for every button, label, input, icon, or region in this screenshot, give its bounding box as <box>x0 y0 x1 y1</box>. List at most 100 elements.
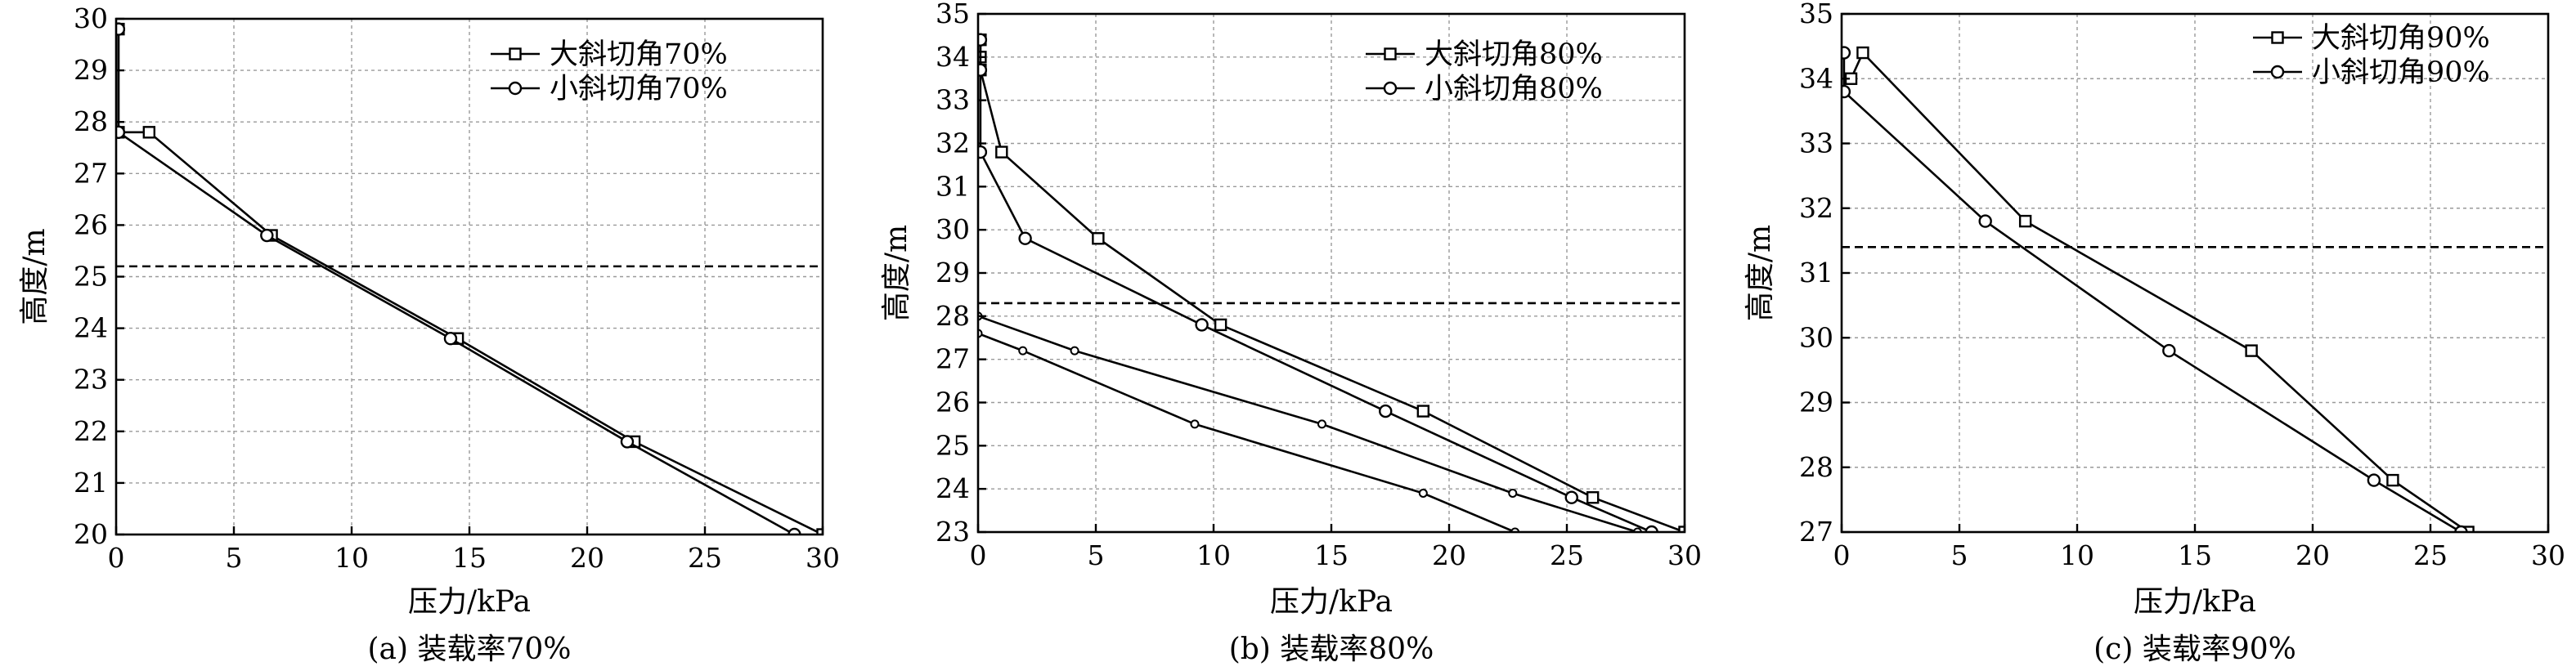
data-point-circle <box>978 33 988 47</box>
chart-panel-3: 0 5 10 15 20 25 30 27 28 29 30 31 32 33 34 35 压力/kPa 高度/m… <box>1744 0 2565 666</box>
data-point-dot <box>1418 488 1428 498</box>
data-point-square <box>1678 526 1685 532</box>
series-group <box>1842 46 2475 532</box>
y-tick-label: 28 <box>936 300 970 332</box>
y-tick-label: 23 <box>936 516 970 548</box>
data-point-circle <box>1564 490 1578 504</box>
data-point-circle <box>116 125 126 140</box>
y-tick-label: 27 <box>936 343 970 375</box>
data-point-square <box>1586 491 1600 504</box>
y-tick-label: 27 <box>1799 516 1833 548</box>
data-point-circle <box>978 63 988 77</box>
x-tick-label: 5 <box>226 542 243 574</box>
series-line-2 <box>1842 52 2462 532</box>
series-group <box>116 22 823 535</box>
x-tick-label: 25 <box>1550 539 1584 571</box>
data-point-circle <box>260 228 274 243</box>
y-axis-label: 高度/m <box>1744 225 1777 321</box>
data-point-dot <box>1317 419 1326 429</box>
x-axis-label: 压力/kPa <box>1270 585 1393 619</box>
x-tick-label: 15 <box>1314 539 1349 571</box>
legend-label: 小斜切角70% <box>550 73 728 105</box>
x-tick-label: 15 <box>2178 539 2212 571</box>
y-tick-label: 29 <box>936 257 970 289</box>
data-point-square <box>142 126 156 139</box>
data-point-dot <box>1190 419 1200 429</box>
data-point-circle <box>1195 318 1209 332</box>
y-tick-label: 32 <box>1799 192 1833 224</box>
panel-caption: (b) 装载率80% <box>1229 633 1434 666</box>
grid <box>978 14 1685 532</box>
y-tick-label: 27 <box>74 157 108 189</box>
axis-ticks: 0 5 10 15 20 25 30 23 24 25 26 27 28 29 30 31 32 33 34 35 <box>936 0 1702 571</box>
data-point-circle <box>1018 231 1032 245</box>
data-point-circle <box>2162 343 2176 358</box>
data-point-circle <box>620 435 635 449</box>
y-tick-label: 24 <box>74 312 108 344</box>
x-tick-label: 30 <box>1667 539 1702 571</box>
y-axis-label: 高度/m <box>880 225 913 321</box>
data-point-square <box>2462 526 2475 532</box>
data-point-circle <box>1978 214 1992 228</box>
y-axis-label: 高度/m <box>18 228 52 324</box>
data-point-dot <box>1070 346 1079 356</box>
y-tick-label: 21 <box>74 467 108 499</box>
data-point-square <box>816 528 823 535</box>
data-point-square <box>2245 344 2258 357</box>
x-tick-label: 15 <box>452 542 487 574</box>
legend-marker-square <box>509 47 522 60</box>
y-tick-label: 33 <box>1799 127 1833 159</box>
x-tick-label: 20 <box>1432 539 1466 571</box>
y-tick-label: 35 <box>1799 0 1833 29</box>
x-tick-label: 10 <box>1196 539 1231 571</box>
data-point-circle <box>1842 46 1851 60</box>
y-tick-label: 24 <box>936 472 970 504</box>
data-point-circle <box>116 22 126 36</box>
data-point-dot <box>1018 346 1028 356</box>
x-tick-label: 10 <box>2060 539 2094 571</box>
y-tick-label: 28 <box>1799 451 1833 483</box>
x-tick-label: 10 <box>334 542 369 574</box>
data-point-square <box>2018 214 2032 228</box>
x-tick-label: 25 <box>2413 539 2448 571</box>
y-tick-label: 29 <box>74 54 108 86</box>
y-tick-label: 26 <box>74 208 108 240</box>
grid <box>116 19 823 535</box>
y-tick-label: 23 <box>74 364 108 396</box>
data-point-square <box>1214 318 1227 332</box>
data-point-circle <box>1842 84 1851 99</box>
legend: 大斜切角70%小斜切角70% <box>491 38 728 105</box>
y-tick-label: 25 <box>936 429 970 461</box>
chart-panel-1: 0 5 10 15 20 25 30 20 21 22 23 24 25 26 27 28 29 30 压力/kPa… <box>18 2 840 666</box>
legend-marker-circle <box>508 81 523 96</box>
legend-label: 大斜切角80% <box>1425 38 1603 71</box>
data-point-circle <box>2367 473 2381 487</box>
axis-ticks: 0 5 10 15 20 25 30 27 28 29 30 31 32 33 34 35 <box>1799 0 2565 571</box>
y-tick-label: 20 <box>74 518 108 550</box>
series-line-2 <box>979 39 1653 532</box>
legend-marker-circle <box>2270 65 2285 79</box>
y-tick-label: 30 <box>1799 321 1833 353</box>
data-point-square <box>1416 405 1430 418</box>
y-tick-label: 30 <box>74 2 108 34</box>
data-point-square <box>1092 232 1105 245</box>
x-tick-label: 30 <box>806 542 840 574</box>
legend: 大斜切角80%小斜切角80% <box>1366 38 1603 105</box>
x-tick-label: 0 <box>970 539 987 571</box>
data-point-square <box>995 145 1008 159</box>
y-tick-label: 34 <box>936 41 970 73</box>
data-point-square <box>1856 46 1869 60</box>
legend-marker-circle <box>1383 81 1398 96</box>
legend-label: 大斜切角90% <box>2312 22 2490 55</box>
x-axis-label: 压力/kPa <box>408 585 531 619</box>
x-tick-label: 25 <box>688 542 722 574</box>
y-tick-label: 22 <box>74 415 108 447</box>
y-tick-label: 33 <box>936 84 970 116</box>
x-tick-label: 30 <box>2531 539 2565 571</box>
data-point-circle <box>1379 404 1393 418</box>
x-tick-label: 5 <box>1088 539 1105 571</box>
series-group <box>978 33 1685 532</box>
x-tick-label: 5 <box>1951 539 1968 571</box>
legend-label: 小斜切角80% <box>1425 73 1603 105</box>
